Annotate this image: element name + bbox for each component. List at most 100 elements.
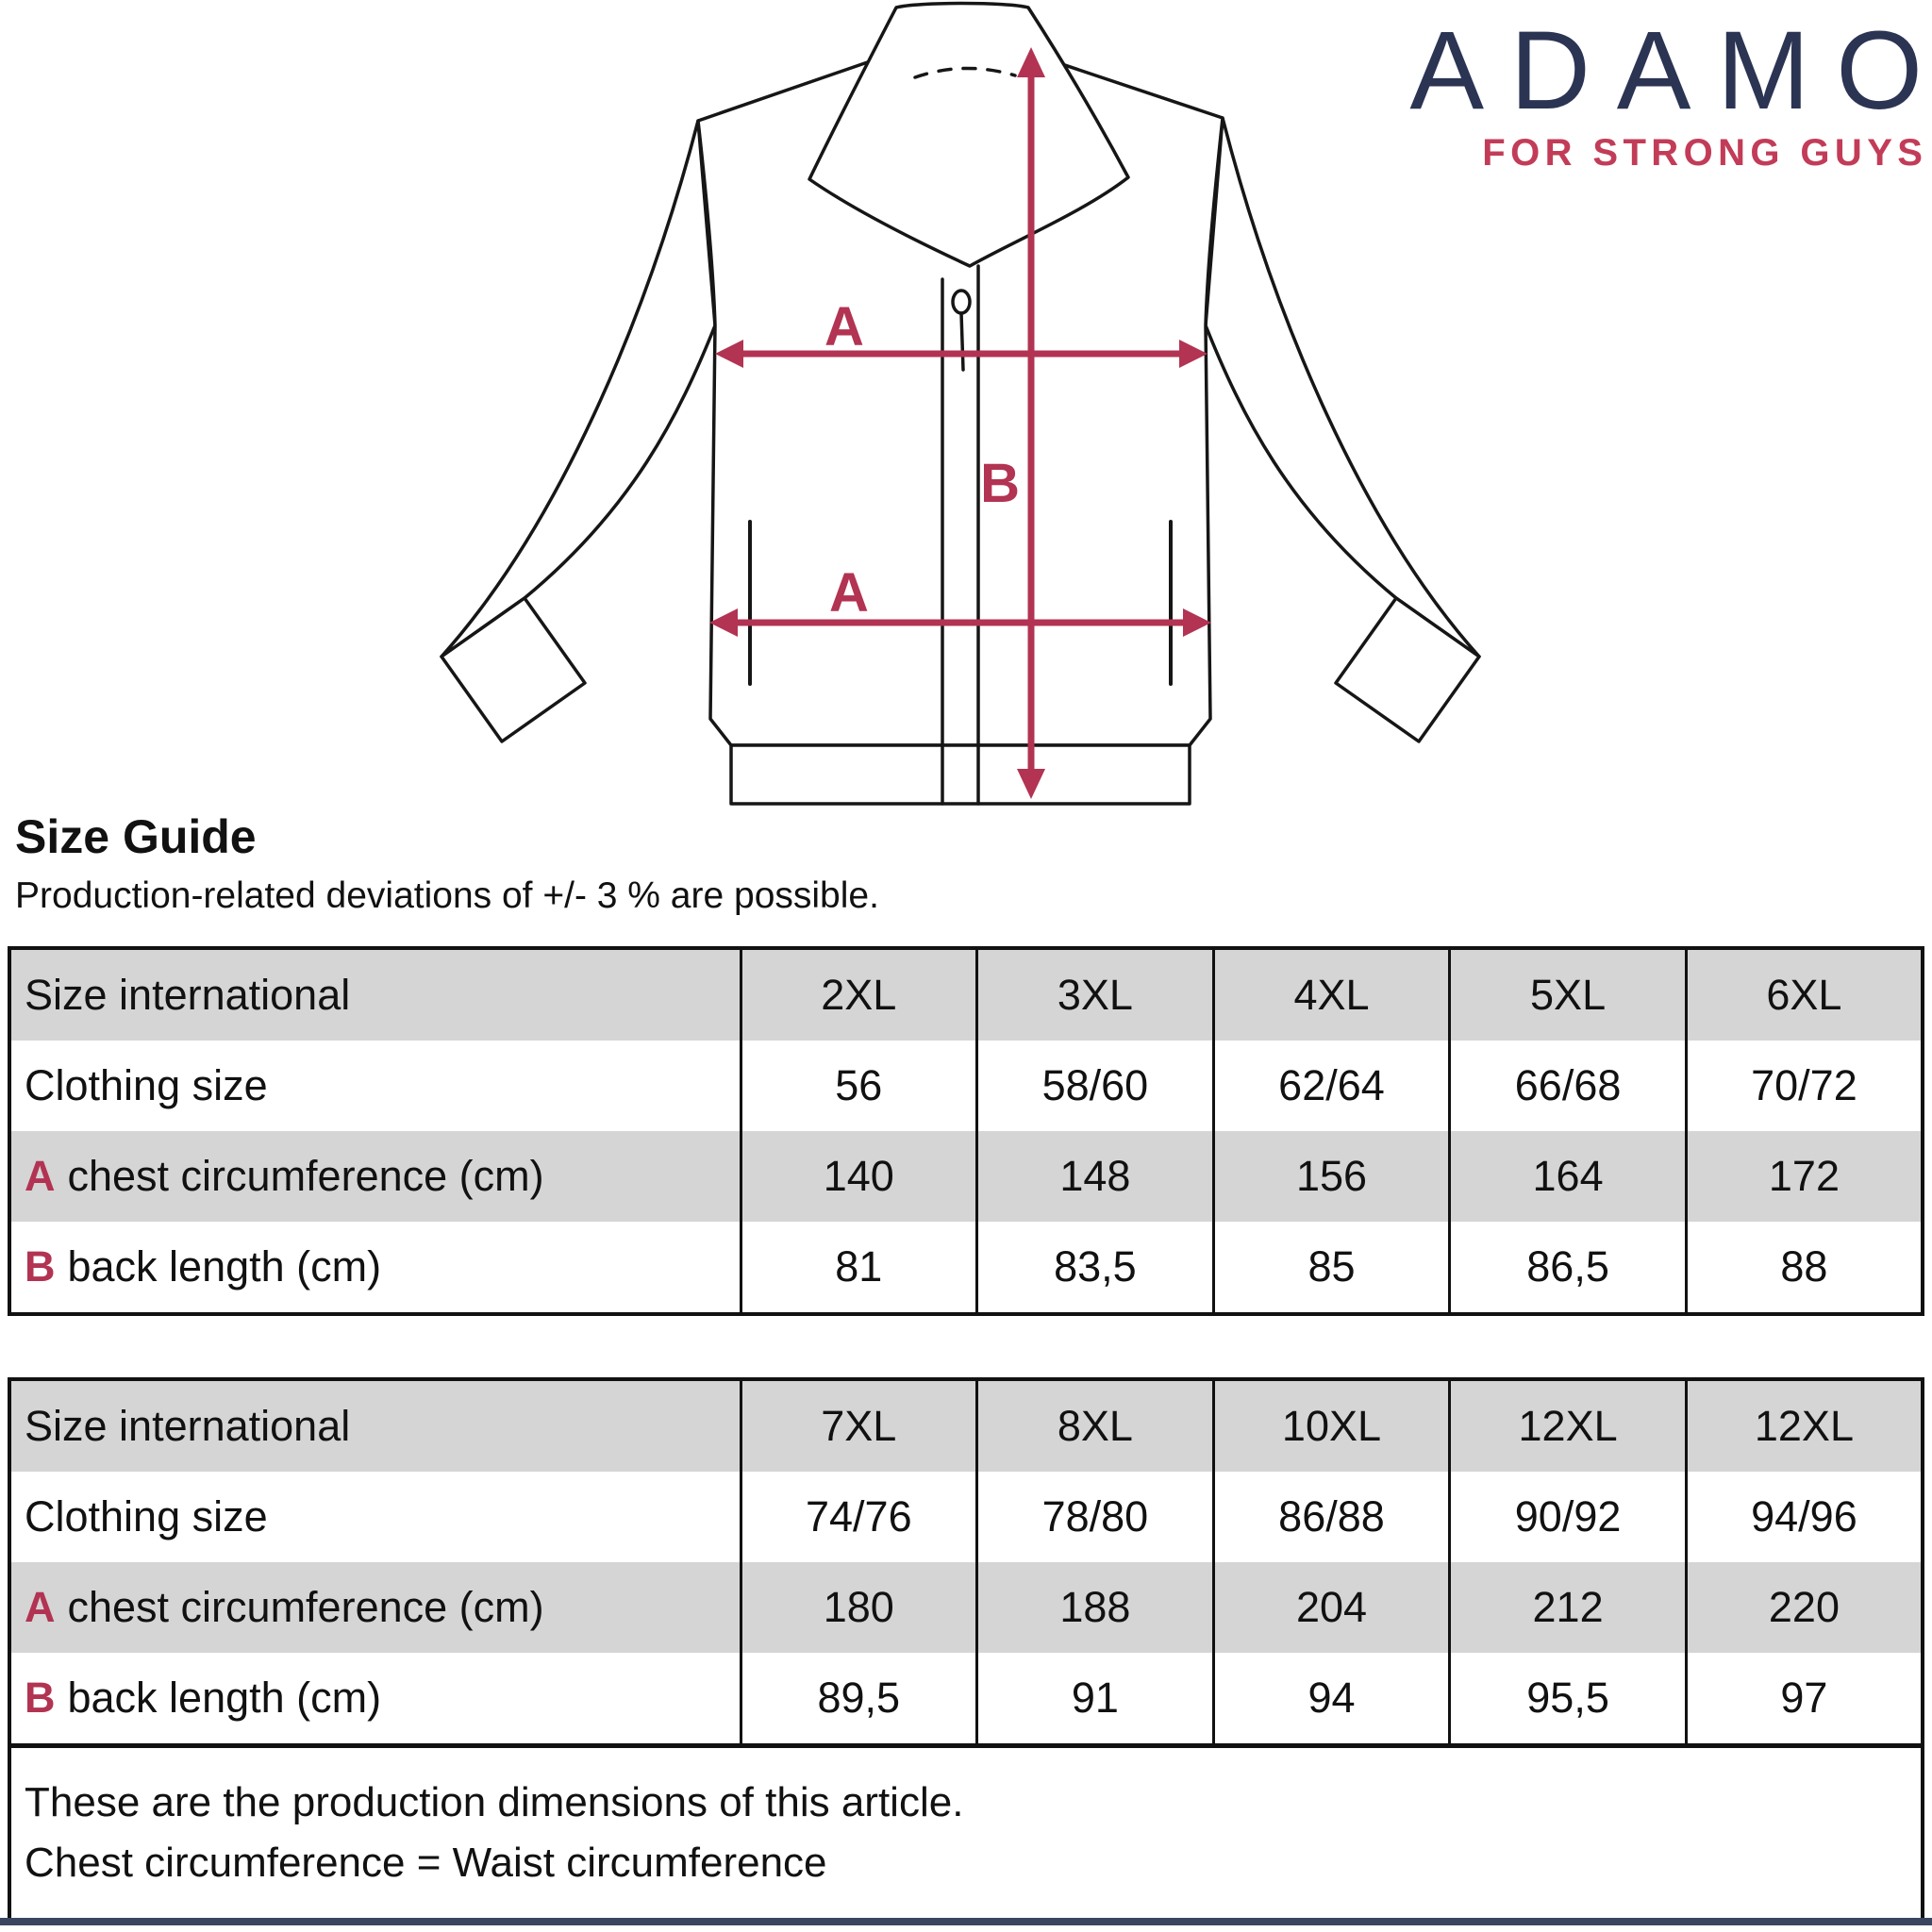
production-note-line1: These are the production dimensions of t… [25,1779,964,1825]
size-cell: 58/60 [975,1041,1214,1131]
size-cell: 172 [1684,1131,1923,1222]
size-cell: 86,5 [1448,1222,1687,1314]
arrow-back-length-head-bottom [1017,769,1045,799]
jacket-sleeve-left [440,119,717,658]
brand-logo: ADAMO FOR STRONG GUYS [1409,15,1923,175]
bottom-rule [0,1918,1932,1925]
diagram-label-b: B [980,453,1020,514]
size-cell: 89,5 [739,1653,977,1746]
row-label-text: back length (cm) [67,1242,382,1291]
row-label: Size international [9,1379,741,1472]
size-cell: 156 [1211,1131,1450,1222]
arrow-chest-upper-head-left [715,340,743,368]
row-label: Clothing size [9,1041,741,1131]
row-prefix: A [25,1152,56,1200]
row-label: Size international [9,948,741,1041]
row-label-text: Clothing size [25,1492,268,1541]
collar-dashed-seam [913,66,1017,79]
jacket-cuff-right [1334,596,1481,743]
size-table-1: Size international 2XL 3XL 4XL 5XL 6XL C… [8,946,1924,1316]
size-cell: 12XL [1448,1379,1687,1472]
production-note-row: These are the production dimensions of t… [9,1743,1923,1918]
size-cell: 88 [1684,1222,1923,1314]
size-cell: 86/88 [1211,1472,1450,1562]
size-cell: 81 [739,1222,977,1314]
zipper-pull-cord [959,311,965,372]
jacket-cuff-left [440,596,587,743]
diagram-label-a-upper: A [824,296,864,358]
row-label-text: back length (cm) [67,1674,382,1722]
size-cell: 220 [1684,1562,1923,1653]
size-cell: 8XL [975,1379,1214,1472]
table-row: Size international 2XL 3XL 4XL 5XL 6XL [9,948,1923,1041]
production-note: These are the production dimensions of t… [9,1743,1923,1918]
jacket-diagram-svg: A A B [440,1,1481,806]
size-cell: 85 [1211,1222,1450,1314]
production-note-line2: Chest circumference = Waist circumferenc… [25,1840,827,1886]
arrow-chest-lower-head-right [1183,608,1211,637]
page-title: Size Guide [15,810,257,863]
size-cell: 56 [739,1041,977,1131]
size-cell: 7XL [739,1379,977,1472]
row-label-text: Size international [25,1402,351,1450]
size-cell: 140 [739,1131,977,1222]
size-cell: 164 [1448,1131,1687,1222]
row-prefix: B [25,1242,56,1291]
brand-tagline: FOR STRONG GUYS [1482,132,1928,174]
deviation-note: Production-related deviations of +/- 3 %… [15,875,879,916]
diagram-label-a-lower: A [829,562,869,624]
row-label-text: chest circumference (cm) [67,1583,544,1631]
size-cell: 12XL [1684,1379,1923,1472]
size-cell: 4XL [1211,948,1450,1041]
size-cell: 2XL [739,948,977,1041]
size-cell: 62/64 [1211,1041,1450,1131]
arrow-back-length-head-top [1017,47,1045,77]
size-cell: 10XL [1211,1379,1450,1472]
brand-name: ADAMO [1409,8,1932,133]
jacket-collar [808,1,1130,268]
jacket-waistband [729,743,1191,806]
size-cell: 90/92 [1448,1472,1687,1562]
size-cell: 188 [975,1562,1214,1653]
size-cell: 83,5 [975,1222,1214,1314]
row-prefix: A [25,1583,56,1631]
jacket-sleeve-right [1204,116,1481,658]
size-cell: 3XL [975,948,1214,1041]
row-label: Clothing size [9,1472,741,1562]
size-cell: 5XL [1448,948,1687,1041]
table-row: Clothing size 56 58/60 62/64 66/68 70/72 [9,1041,1923,1131]
arrow-chest-upper-head-right [1179,340,1208,368]
row-label-text: Size international [25,971,351,1019]
size-cell: 204 [1211,1562,1450,1653]
arrow-chest-lower-head-left [709,608,738,637]
size-cell: 94/96 [1684,1472,1923,1562]
row-label-text: chest circumference (cm) [67,1152,544,1200]
measurement-arrows: A A B [709,47,1211,799]
size-cell: 6XL [1684,948,1923,1041]
table-row: Size international 7XL 8XL 10XL 12XL 12X… [9,1379,1923,1472]
size-cell: 148 [975,1131,1214,1222]
table-row: Clothing size 74/76 78/80 86/88 90/92 94… [9,1472,1923,1562]
jacket-body [696,28,1224,747]
size-cell: 180 [739,1562,977,1653]
jacket-measurement-diagram: A A B [330,0,1557,830]
row-label-text: Clothing size [25,1061,268,1109]
size-cell: 66/68 [1448,1041,1687,1131]
size-cell: 78/80 [975,1472,1214,1562]
size-cell: 91 [975,1653,1214,1746]
size-cell: 70/72 [1684,1041,1923,1131]
size-table-2: Size international 7XL 8XL 10XL 12XL 12X… [8,1377,1924,1918]
size-cell: 95,5 [1448,1653,1687,1746]
size-cell: 74/76 [739,1472,977,1562]
size-cell: 94 [1211,1653,1450,1746]
size-cell: 212 [1448,1562,1687,1653]
